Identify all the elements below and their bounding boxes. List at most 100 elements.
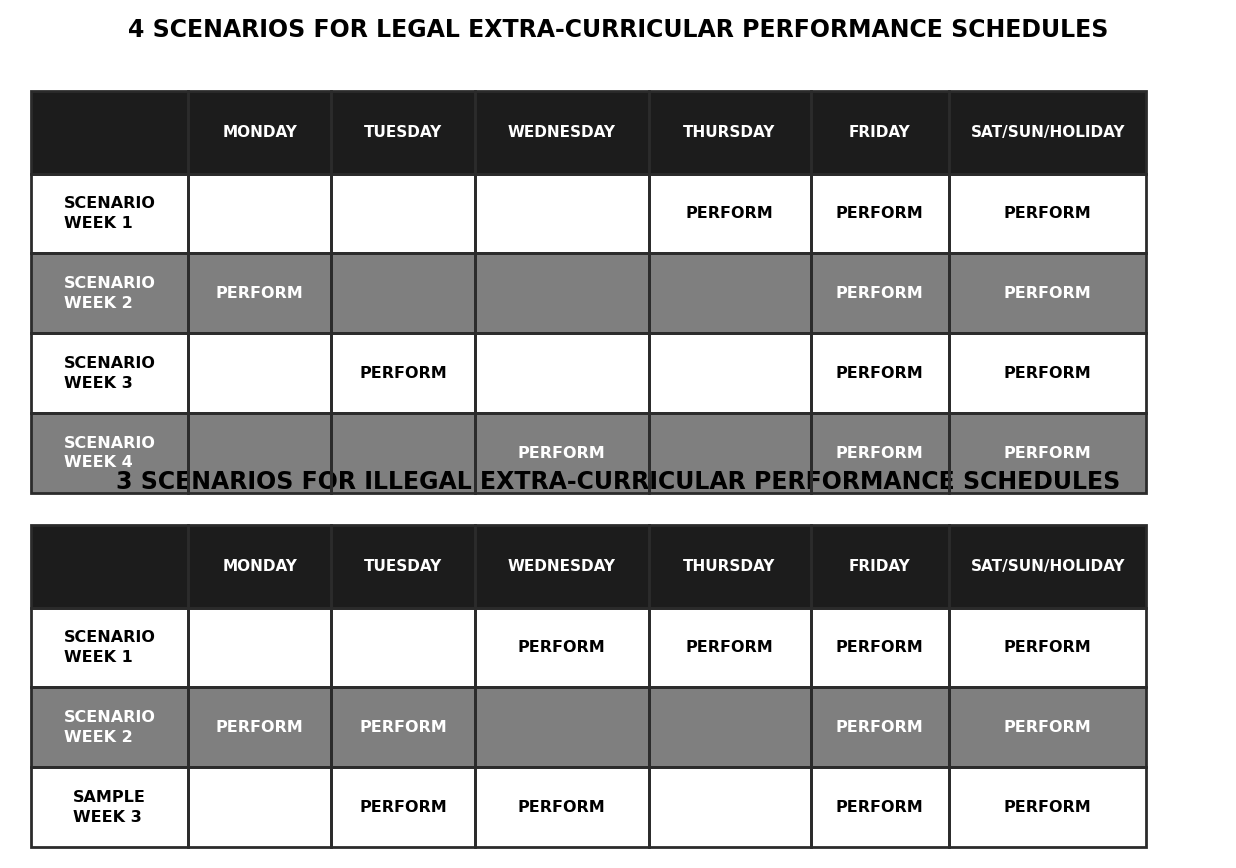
Bar [949,608,1147,687]
Bar [331,687,475,767]
Bar [811,333,949,413]
Text: SCENARIO
WEEK 2: SCENARIO WEEK 2 [63,710,156,745]
Bar [31,91,188,174]
Text: 4 SCENARIOS FOR LEGAL EXTRA-CURRICULAR PERFORMANCE SCHEDULES: 4 SCENARIOS FOR LEGAL EXTRA-CURRICULAR P… [127,18,1109,43]
Bar [811,525,949,608]
Bar [475,413,649,493]
Text: SAMPLE
WEEK 3: SAMPLE WEEK 3 [73,790,146,825]
Text: TUESDAY: TUESDAY [363,559,442,574]
Bar [31,525,188,608]
Text: PERFORM: PERFORM [686,640,774,655]
Text: PERFORM: PERFORM [360,720,447,735]
Bar [811,413,949,493]
Text: PERFORM: PERFORM [1004,206,1091,221]
Text: PERFORM: PERFORM [836,445,923,461]
Text: PERFORM: PERFORM [216,286,304,301]
Bar [649,91,811,174]
Bar [188,687,331,767]
Bar [649,767,811,847]
Bar [811,253,949,333]
Bar [949,413,1147,493]
Bar [31,413,188,493]
Text: PERFORM: PERFORM [360,799,447,815]
Bar [649,608,811,687]
Bar [949,525,1147,608]
Bar [188,333,331,413]
Bar [31,413,1147,493]
Bar [31,525,1147,608]
Text: PERFORM: PERFORM [1004,640,1091,655]
Bar [188,174,331,253]
Bar [31,174,188,253]
Text: SAT/SUN/HOLIDAY: SAT/SUN/HOLIDAY [970,125,1125,140]
Text: TUESDAY: TUESDAY [363,125,442,140]
Text: PERFORM: PERFORM [836,799,923,815]
Bar [949,91,1147,174]
Bar [475,333,649,413]
Bar [31,333,188,413]
Bar [188,91,331,174]
Text: WEDNESDAY: WEDNESDAY [508,125,616,140]
Bar [188,413,331,493]
Bar [188,253,331,333]
Bar [31,608,188,687]
Bar [475,687,649,767]
Bar [475,91,649,174]
Text: PERFORM: PERFORM [1004,286,1091,301]
Text: MONDAY: MONDAY [222,125,298,140]
Bar [475,608,649,687]
Text: FRIDAY: FRIDAY [849,559,911,574]
Bar [811,767,949,847]
Bar [475,767,649,847]
Text: PERFORM: PERFORM [216,720,304,735]
Text: THURSDAY: THURSDAY [684,125,776,140]
Bar [31,333,1147,413]
Bar [331,525,475,608]
Text: SCENARIO
WEEK 3: SCENARIO WEEK 3 [63,356,156,391]
Text: PERFORM: PERFORM [518,445,606,461]
Bar [949,253,1147,333]
Bar [649,525,811,608]
Bar [649,333,811,413]
Bar [475,174,649,253]
Bar [31,253,1147,333]
Bar [31,687,1147,767]
Bar [331,608,475,687]
Text: PERFORM: PERFORM [1004,799,1091,815]
Bar [31,767,188,847]
Bar [811,174,949,253]
Text: PERFORM: PERFORM [836,720,923,735]
Bar [811,608,949,687]
Text: SCENARIO
WEEK 1: SCENARIO WEEK 1 [63,630,156,665]
Text: PERFORM: PERFORM [686,206,774,221]
Text: PERFORM: PERFORM [836,206,923,221]
Bar [331,174,475,253]
Bar [31,767,1147,847]
Bar [188,767,331,847]
Bar [31,608,1147,687]
Text: MONDAY: MONDAY [222,559,298,574]
Bar [949,174,1147,253]
Bar [949,767,1147,847]
Bar [475,253,649,333]
Text: PERFORM: PERFORM [518,640,606,655]
Text: PERFORM: PERFORM [518,799,606,815]
Bar [949,687,1147,767]
Bar [649,687,811,767]
Bar [811,687,949,767]
Bar [188,608,331,687]
Bar [649,174,811,253]
Bar [949,333,1147,413]
Text: THURSDAY: THURSDAY [684,559,776,574]
Bar [31,687,188,767]
Bar [331,767,475,847]
Text: PERFORM: PERFORM [836,365,923,381]
Bar [31,91,1147,174]
Text: PERFORM: PERFORM [836,640,923,655]
Bar [31,253,188,333]
Text: FRIDAY: FRIDAY [849,125,911,140]
Bar [331,413,475,493]
Bar [331,333,475,413]
Text: PERFORM: PERFORM [360,365,447,381]
Text: PERFORM: PERFORM [836,286,923,301]
